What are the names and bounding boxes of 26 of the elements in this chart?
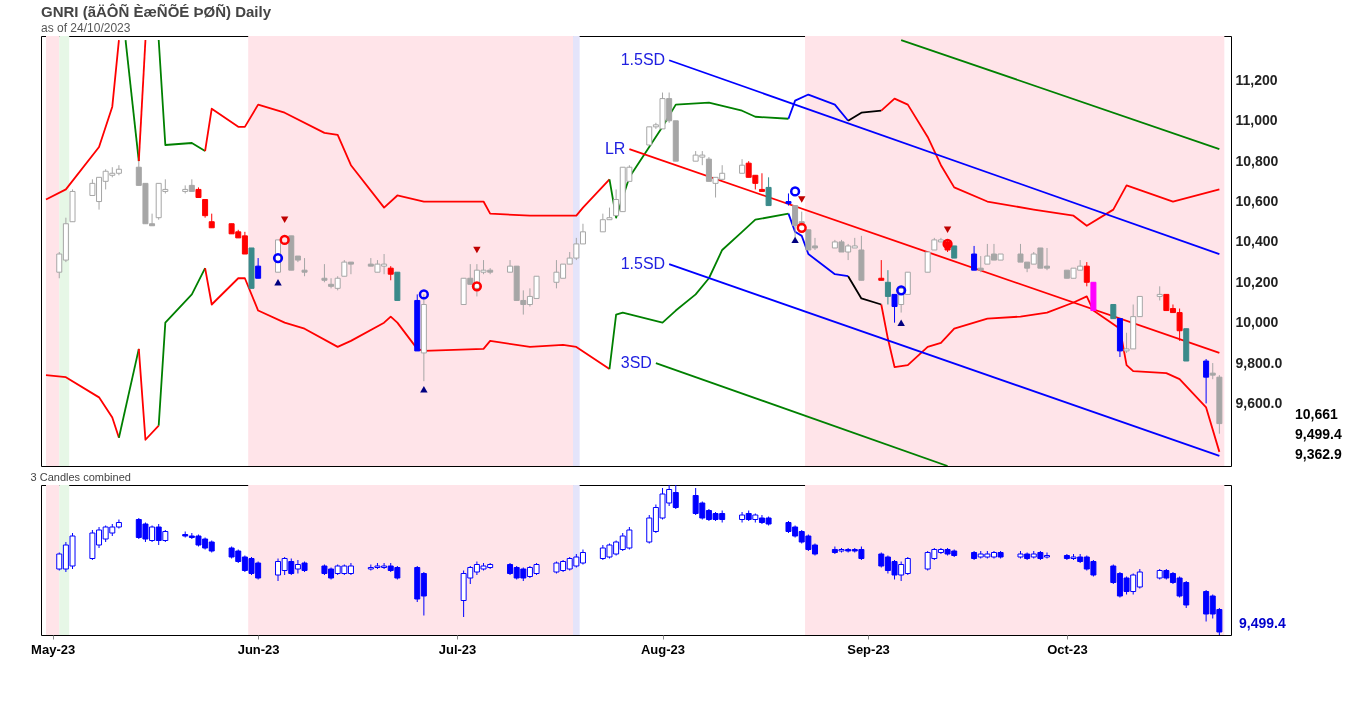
text: 10,661 [1295, 406, 1339, 422]
chart-subtitle: as of 24/10/2023 [41, 21, 131, 35]
series-label: LR [604, 140, 626, 158]
x-tick-label: Oct-23 [1047, 641, 1088, 657]
y-tick-label: 9,600.0 [1235, 394, 1283, 411]
y-tick-label: 10,200 [1235, 273, 1279, 290]
series-label: 1.5SD [620, 51, 666, 69]
x-tick-label: Sep-23 [847, 641, 890, 657]
y-tick-label: 10,000 [1235, 314, 1279, 331]
text: 9,499.4 [1239, 615, 1286, 631]
y-tick-label: 11,000 [1235, 112, 1278, 129]
y-tick-label: 10,600 [1235, 193, 1279, 210]
text: 9,362.9 [1295, 446, 1342, 462]
x-tick-label: Aug-23 [640, 641, 686, 657]
x-tick-label: May-23 [31, 641, 76, 657]
y-tick-label: 11,200 [1235, 71, 1278, 88]
chart-title: GNRI (ãÄÔÑ ÈæÑÕÉ ÞØÑ) Daily [41, 3, 272, 20]
y-tick-label: 10,800 [1235, 152, 1279, 169]
series-label: 3SD [620, 354, 652, 372]
x-tick-label: Jun-23 [237, 641, 280, 657]
y-tick-label: 10,400 [1235, 233, 1279, 250]
series-label: 1.5SD [620, 255, 666, 273]
text: 9,499.4 [1295, 426, 1342, 442]
x-tick-label: Jul-23 [438, 641, 477, 657]
y-tick-label: 9,800.0 [1235, 354, 1283, 371]
chart-title: 3 Candles combined [30, 470, 131, 483]
